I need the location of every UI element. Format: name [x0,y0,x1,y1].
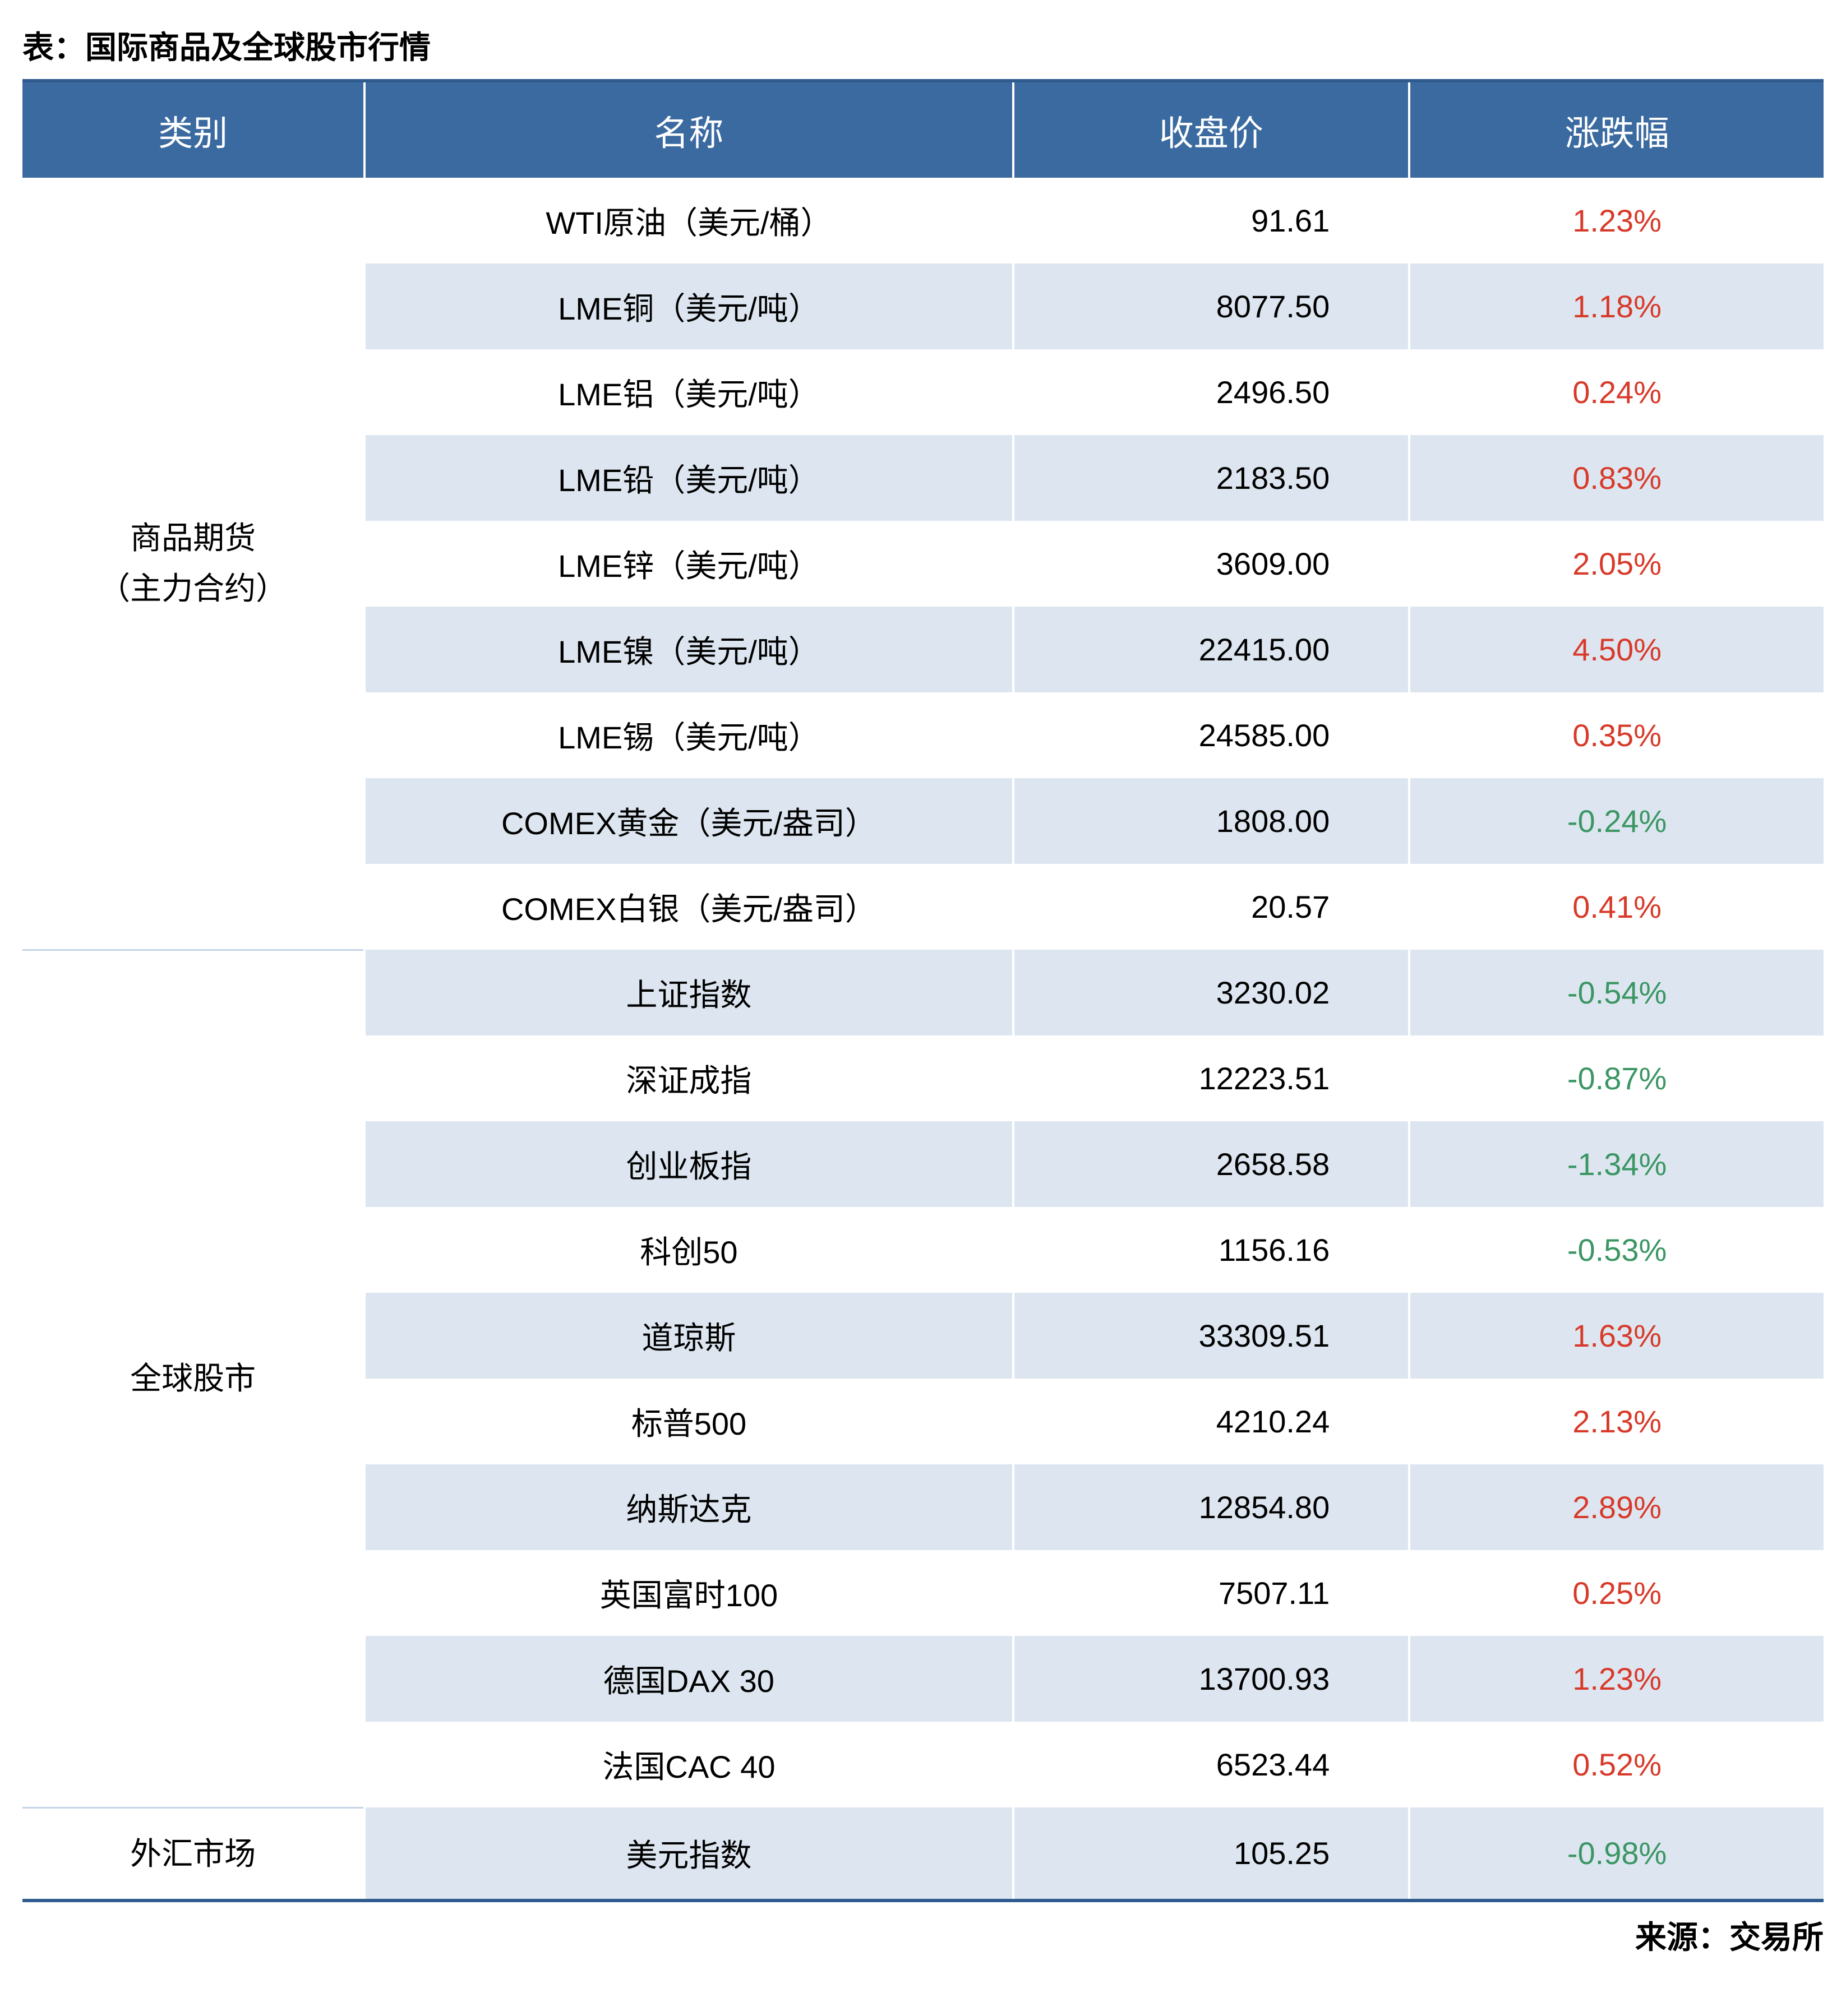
price-cell: 105.25 [1013,1807,1410,1901]
change-cell: 0.41% [1409,864,1824,950]
price-cell: 24585.00 [1013,692,1410,778]
category-cell: 全球股市 [22,950,364,1807]
price-cell: 91.61 [1013,178,1410,263]
source-footer: 来源：交易所 [22,1912,1824,1958]
change-cell: 1.18% [1409,263,1824,349]
name-cell: 纳斯达克 [364,1464,1013,1550]
price-cell: 33309.51 [1013,1293,1410,1379]
name-cell: 德国DAX 30 [364,1636,1013,1722]
price-cell: 22415.00 [1013,607,1410,692]
price-cell: 1156.16 [1013,1207,1410,1293]
category-cell: 外汇市场 [22,1807,364,1901]
change-cell: 0.24% [1409,349,1824,435]
price-cell: 2496.50 [1013,349,1410,435]
change-cell: 1.23% [1409,178,1824,263]
price-cell: 3230.02 [1013,950,1410,1035]
name-cell: 美元指数 [364,1807,1013,1901]
header-row: 类别 名称 收盘价 涨跌幅 [22,81,1824,178]
name-cell: 科创50 [364,1207,1013,1293]
price-cell: 2183.50 [1013,435,1410,521]
change-cell: 1.63% [1409,1293,1824,1379]
name-cell: 道琼斯 [364,1293,1013,1379]
col-header-name: 名称 [364,81,1013,178]
change-cell: -1.34% [1409,1121,1824,1207]
change-cell: 4.50% [1409,607,1824,692]
price-cell: 3609.00 [1013,521,1410,607]
market-table-container: 表：国际商品及全球股市行情 类别 名称 收盘价 涨跌幅 商品期货（主力合约）WT… [22,22,1824,1958]
market-table: 类别 名称 收盘价 涨跌幅 商品期货（主力合约）WTI原油（美元/桶）91.61… [22,79,1824,1902]
change-cell: -0.87% [1409,1035,1824,1121]
price-cell: 1808.00 [1013,778,1410,864]
name-cell: 深证成指 [364,1035,1013,1121]
change-cell: -0.98% [1409,1807,1824,1901]
price-cell: 4210.24 [1013,1379,1410,1464]
col-header-price: 收盘价 [1013,81,1410,178]
change-cell: 2.13% [1409,1379,1824,1464]
table-body: 商品期货（主力合约）WTI原油（美元/桶）91.611.23%LME铜（美元/吨… [22,178,1824,1901]
table-row: 外汇市场美元指数105.25-0.98% [22,1807,1824,1901]
name-cell: 法国CAC 40 [364,1722,1013,1807]
price-cell: 7507.11 [1013,1550,1410,1636]
table-row: 商品期货（主力合约）WTI原油（美元/桶）91.611.23% [22,178,1824,263]
name-cell: 创业板指 [364,1121,1013,1207]
change-cell: 2.89% [1409,1464,1824,1550]
change-cell: -0.54% [1409,950,1824,1035]
name-cell: LME锡（美元/吨） [364,692,1013,778]
name-cell: COMEX白银（美元/盎司） [364,864,1013,950]
change-cell: -0.53% [1409,1207,1824,1293]
name-cell: LME锌（美元/吨） [364,521,1013,607]
name-cell: LME铜（美元/吨） [364,263,1013,349]
name-cell: LME铅（美元/吨） [364,435,1013,521]
change-cell: 2.05% [1409,521,1824,607]
table-title: 表：国际商品及全球股市行情 [22,22,1824,68]
col-header-change: 涨跌幅 [1409,81,1824,178]
price-cell: 12854.80 [1013,1464,1410,1550]
price-cell: 2658.58 [1013,1121,1410,1207]
price-cell: 12223.51 [1013,1035,1410,1121]
change-cell: 0.35% [1409,692,1824,778]
change-cell: 1.23% [1409,1636,1824,1722]
price-cell: 13700.93 [1013,1636,1410,1722]
name-cell: LME镍（美元/吨） [364,607,1013,692]
price-cell: 8077.50 [1013,263,1410,349]
category-cell: 商品期货（主力合约） [22,178,364,950]
name-cell: LME铝（美元/吨） [364,349,1013,435]
change-cell: 0.83% [1409,435,1824,521]
col-header-category: 类别 [22,81,364,178]
change-cell: -0.24% [1409,778,1824,864]
price-cell: 20.57 [1013,864,1410,950]
name-cell: COMEX黄金（美元/盎司） [364,778,1013,864]
table-row: 全球股市上证指数3230.02-0.54% [22,950,1824,1035]
name-cell: 上证指数 [364,950,1013,1035]
name-cell: 英国富时100 [364,1550,1013,1636]
change-cell: 0.25% [1409,1550,1824,1636]
change-cell: 0.52% [1409,1722,1824,1807]
price-cell: 6523.44 [1013,1722,1410,1807]
name-cell: WTI原油（美元/桶） [364,178,1013,263]
name-cell: 标普500 [364,1379,1013,1464]
